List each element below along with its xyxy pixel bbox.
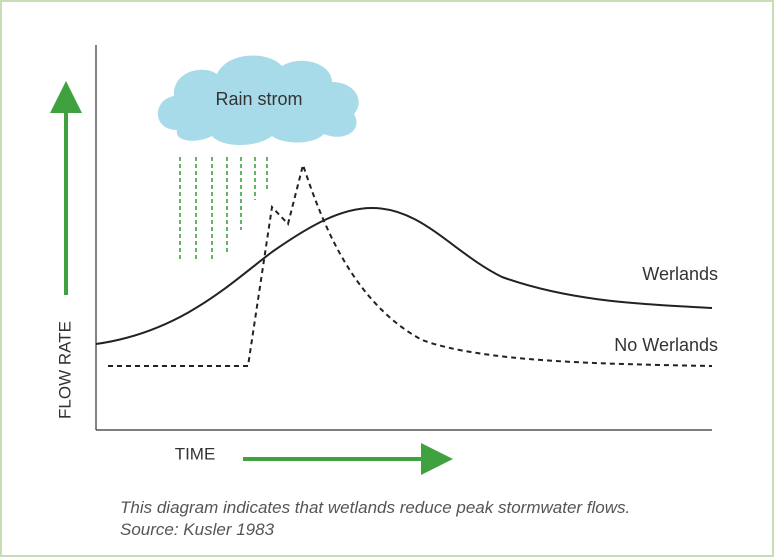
wetlands-label: Werlands xyxy=(642,264,718,284)
no-wetlands-label: No Werlands xyxy=(614,335,718,355)
no-wetlands-curve xyxy=(108,161,713,367)
cloud-label: Rain strom xyxy=(215,89,302,109)
wetlands-curve xyxy=(95,206,713,345)
cloud xyxy=(157,55,359,145)
rain xyxy=(179,157,268,260)
y-axis-label: FLOW RATE xyxy=(55,321,74,419)
caption-source: Source: Kusler 1983 xyxy=(120,520,275,539)
x-axis-label: TIME xyxy=(175,444,216,463)
caption-line: This diagram indicates that wetlands red… xyxy=(120,498,631,517)
